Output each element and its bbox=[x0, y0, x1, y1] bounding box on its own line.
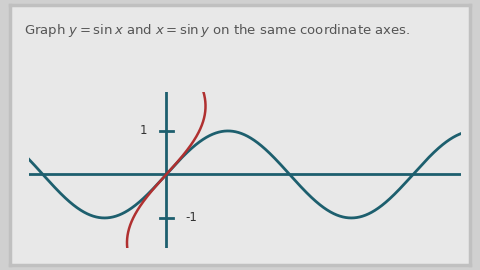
Text: 1: 1 bbox=[139, 124, 147, 137]
Text: -1: -1 bbox=[186, 211, 198, 224]
Text: Graph $y = \sin x$ and $x = \sin y$ on the same coordinate axes.: Graph $y = \sin x$ and $x = \sin y$ on t… bbox=[24, 22, 410, 39]
